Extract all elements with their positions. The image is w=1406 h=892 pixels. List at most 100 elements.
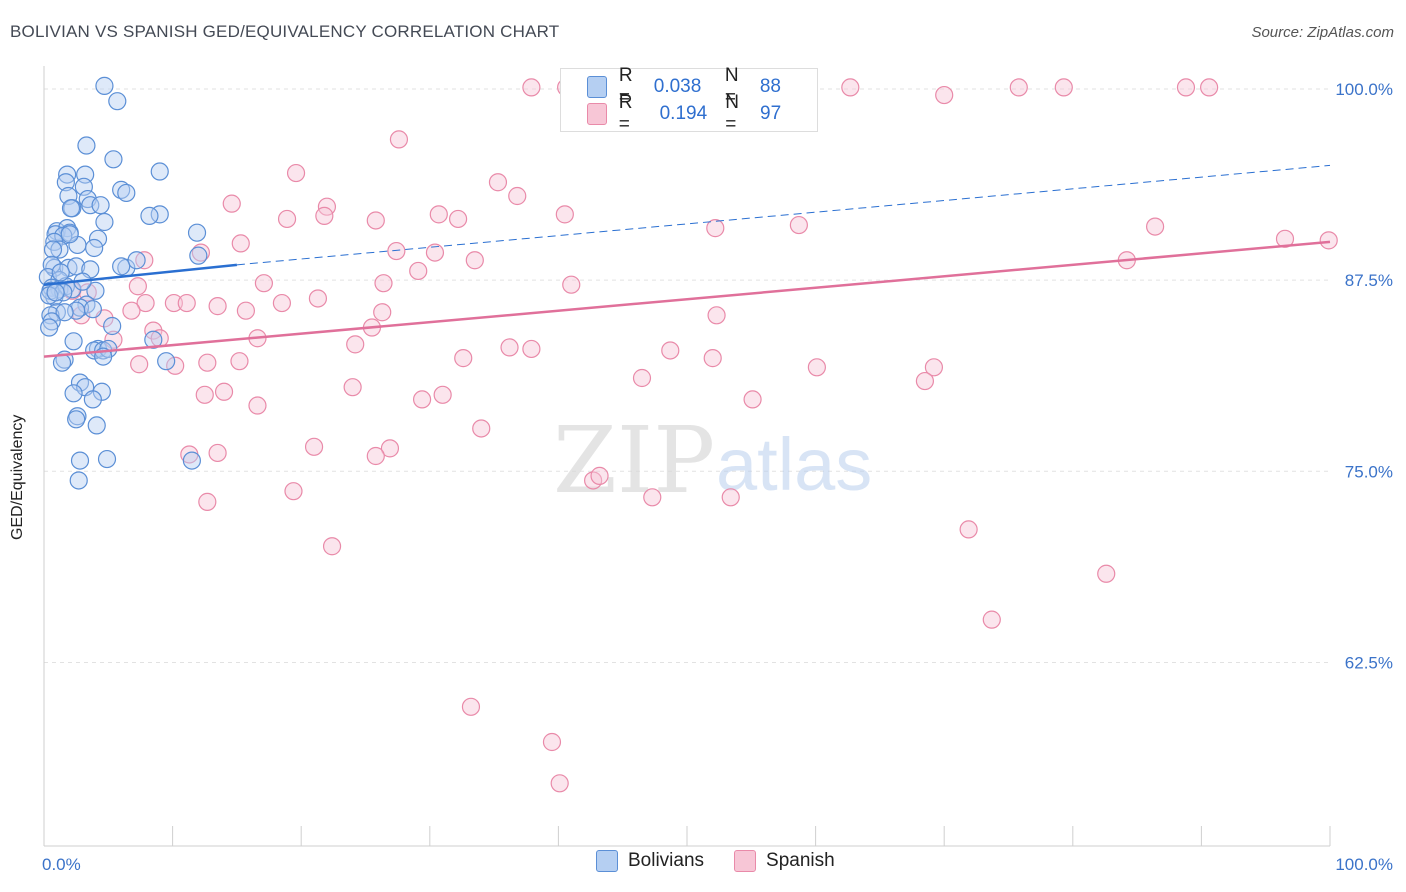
bolivian-point [67,257,86,276]
grid-lines [44,88,1330,663]
y-tick-label: 62.5% [1345,653,1393,672]
spanish-point [195,385,214,404]
bolivian-point [182,451,201,470]
chart-title: BOLIVIAN VS SPANISH GED/EQUIVALENCY CORR… [10,22,560,41]
spanish-point [272,293,292,313]
spanish-point [254,274,274,293]
spanish-point [425,243,445,262]
spanish-point [707,306,726,325]
bolivian-trend-extension [236,164,1331,266]
spanish-point [982,610,1001,629]
spanish-point [590,466,609,485]
chart-source: Source: ZipAtlas.com [1251,24,1394,41]
spanish-point [374,274,393,293]
spanish-point [231,234,250,253]
axes [43,66,1331,847]
spanish-point [1146,217,1165,236]
bolivian-trend-line [43,263,238,286]
spanish-point [248,396,267,415]
spanish-point [433,385,452,404]
bolivian-point [56,173,75,192]
spanish-point [198,492,217,511]
bolivian-point [67,410,86,429]
watermark-zip: ZIP [553,407,715,514]
bolivian-point [189,246,208,265]
tick-labels: 100.0% 87.5% 75.0% 62.5% 0.0% 100.0% [42,80,1393,874]
spanish-point [277,209,297,229]
spanish-point [208,443,227,463]
spanish-point [555,205,574,224]
spanish-point [198,353,217,372]
bolivian-point [95,212,114,232]
spanish-point [461,697,481,716]
spanish-point [135,251,154,270]
bolivian-point [69,471,88,490]
spanish-point [743,390,762,409]
bolivian-point [58,165,77,184]
spanish-point [373,303,392,322]
spanish-point [522,78,541,97]
series-legend-bolivians[interactable]: Bolivians [596,850,704,872]
bolivian-point [46,225,65,244]
bolivian-point [103,316,122,336]
spanish-point [122,301,141,320]
series-label-spanish: Spanish [766,850,835,871]
spanish-point [214,382,234,401]
spanish-point [128,277,147,296]
bolivian-point [77,136,96,155]
watermark-atlas: atlas [716,423,872,506]
bolivian-point [51,263,70,282]
bolivian-point [140,206,159,225]
bolivian-point [86,281,105,300]
legend-row-bolivians: R = 0.038 N = 88 [587,65,817,108]
bolivian-point [187,223,207,242]
spanish-point [632,368,652,388]
spanish-point [500,338,519,357]
bolivian-point [50,240,69,259]
series-legend-spanish[interactable]: Spanish [734,850,835,872]
bolivian-point [83,300,102,319]
spanish-point [522,339,541,359]
spanish-point [380,439,400,458]
spanish-point [789,215,808,235]
legend-swatch-spanish [587,103,607,125]
spanish-point [935,85,954,105]
spanish-point [508,186,527,206]
series-legend: Bolivians Spanish [596,850,865,872]
legend-r-value-bolivians: 0.038 [653,76,702,97]
spanish-point [1200,78,1219,97]
spanish-point [841,78,860,97]
spanish-points [63,78,1338,793]
legend-n-label: N = [724,65,739,108]
spanish-point [661,341,680,360]
spanish-point [366,211,385,230]
spanish-point [472,419,491,438]
bolivian-point [108,92,127,111]
spanish-point [343,378,362,397]
spanish-point [465,251,484,270]
bolivian-point [61,199,81,218]
bolivian-point [127,251,146,270]
spanish-point [1176,78,1196,97]
series-label-bolivians: Bolivians [628,850,705,871]
bolivian-point [68,407,87,426]
bolivian-point [64,332,83,351]
y-tick-label: 100.0% [1335,80,1393,99]
spanish-point [550,774,569,793]
spanish-point [584,471,603,490]
spanish-point [222,194,241,213]
spanish-point [1054,78,1073,97]
spanish-point [166,356,185,375]
bolivian-point [64,384,83,403]
bolivian-point [112,180,131,199]
spanish-point [1275,229,1295,248]
spanish-point [315,206,334,225]
legend-r-label: R = [618,92,633,135]
spanish-point [924,358,944,377]
spanish-point [959,520,978,539]
spanish-point [208,297,227,316]
legend-swatch-bolivians [587,76,607,98]
spanish-point [389,130,409,149]
bolivian-point [97,449,117,469]
spanish-point [387,241,406,261]
